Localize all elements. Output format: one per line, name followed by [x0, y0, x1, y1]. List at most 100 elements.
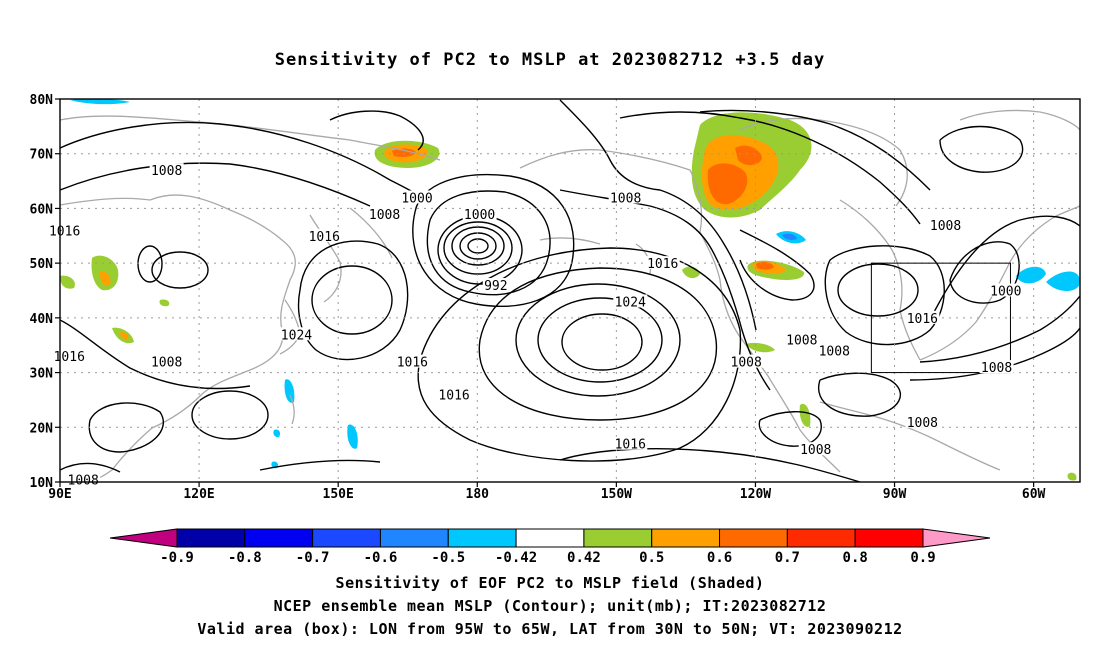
- contour-label: 1016: [309, 230, 340, 245]
- contour-label-bg: [784, 332, 819, 346]
- lat-label: 50N: [30, 257, 54, 272]
- contour-label-bg: [729, 354, 764, 368]
- contour-label-bg: [52, 349, 87, 363]
- negative-sensitivity-area: [347, 424, 358, 449]
- contour-label: 1024: [281, 328, 312, 343]
- positive-sensitivity-area: [682, 266, 700, 279]
- contour-label: 1008: [800, 443, 831, 458]
- colorbar-labels: -0.9 -0.8 -0.7 -0.6 -0.5 -0.42 0.42 0.5 0.6 0.7 0.…: [160, 550, 936, 566]
- contour-label: 1016: [907, 312, 938, 327]
- colorbar-label: 0.7: [775, 550, 800, 566]
- contour-label: 1008: [369, 208, 400, 223]
- negative-sensitivity-area: [1046, 271, 1080, 292]
- contour-label-bg: [482, 278, 509, 292]
- positive-sensitivity-area: [746, 342, 775, 353]
- mslp-contours: [60, 99, 1080, 482]
- contour-label-bg: [395, 354, 430, 368]
- positive-sensitivity-area: [1067, 472, 1077, 481]
- contour-label-bg: [400, 190, 434, 204]
- lat-label: 30N: [30, 367, 54, 382]
- contour-label: 1016: [438, 388, 469, 403]
- contour-label-bg: [817, 343, 852, 357]
- colorbar-segment: [719, 528, 788, 548]
- contour-label: 1008: [151, 164, 182, 179]
- lon-label: 150W: [601, 487, 632, 502]
- contour-label-bg: [798, 442, 833, 456]
- longitude-labels: 90E 120E 150E 180 150W 120W 90W 60W: [48, 482, 1046, 502]
- lat-label: 60N: [30, 202, 54, 217]
- negative-sensitivity-area: [1016, 266, 1046, 284]
- sensitivity-shading: [60, 99, 1080, 481]
- colorbar-segment: [447, 528, 517, 548]
- valid-area-box: [870, 262, 1011, 374]
- colorbar-label: 0.9: [910, 550, 935, 566]
- contour-label: 1000: [990, 285, 1021, 300]
- caption-line-3: Valid area (box): LON from 95W to 65W, L…: [197, 620, 903, 638]
- negative-sensitivity-area: [782, 233, 797, 240]
- positive-sensitivity-area: [159, 299, 170, 307]
- lon-label: 120E: [183, 487, 214, 502]
- colorbar-segment: [176, 528, 246, 548]
- caption-line-2: NCEP ensemble mean MSLP (Contour); unit(…: [273, 597, 827, 615]
- contour-label: 1008: [610, 191, 641, 206]
- colorbar-segment: [244, 528, 314, 548]
- colorbar-label: -0.8: [228, 550, 262, 566]
- colorbar-label: -0.5: [431, 550, 465, 566]
- contour-label-bg: [905, 414, 940, 428]
- lon-label: 90E: [48, 487, 71, 502]
- contour-label-bg: [928, 217, 963, 231]
- contour-label-bg: [979, 360, 1014, 374]
- plot-frame: [59, 98, 1081, 483]
- colorbar: [109, 528, 991, 548]
- contour-label-bg: [613, 294, 648, 308]
- colorbar-segment: [786, 528, 856, 548]
- contour-label: 1008: [68, 473, 99, 488]
- lon-label: 180: [466, 487, 490, 502]
- contour-label-bg: [437, 387, 472, 401]
- latitude-labels: 80N 70N 60N 50N 40N 30N 20N 10N: [30, 93, 60, 491]
- contour-label: 1016: [615, 438, 646, 453]
- contour-label-bg: [149, 163, 184, 177]
- positive-sensitivity-area: [735, 145, 762, 166]
- contour-label-bg: [645, 256, 680, 270]
- contour-label-bg: [307, 228, 342, 242]
- contour-label: 1024: [615, 295, 646, 310]
- colorbar-label: -0.42: [495, 550, 537, 566]
- colorbar-min-triangle: [109, 528, 178, 548]
- positive-sensitivity-area: [99, 271, 111, 286]
- lat-label: 70N: [30, 148, 54, 163]
- contour-label-bg: [47, 223, 82, 237]
- contour-label: 1016: [49, 224, 80, 239]
- colorbar-segment: [379, 528, 449, 548]
- lat-label: 80N: [30, 93, 54, 108]
- contour-label-bg: [988, 283, 1023, 297]
- lon-label: 90W: [883, 487, 907, 502]
- contour-label-bg: [279, 327, 314, 341]
- colorbar-max-triangle: [922, 528, 991, 548]
- positive-sensitivity-area: [392, 148, 416, 157]
- contour-label: 1000: [401, 191, 432, 206]
- colorbar-label: -0.6: [364, 550, 398, 566]
- colorbar-segment: [515, 528, 585, 548]
- positive-sensitivity-area: [707, 163, 748, 205]
- contour-label-bg: [613, 436, 648, 450]
- lat-label: 10N: [30, 476, 54, 491]
- colorbar-segment: [312, 528, 381, 548]
- colorbar-segment: [583, 528, 653, 548]
- contour-label-bg: [905, 310, 940, 324]
- contour-label-bg: [462, 206, 497, 220]
- contour-label: 1008: [151, 356, 182, 371]
- colorbar-label: 0.42: [567, 550, 601, 566]
- contour-label: 1008: [786, 334, 817, 349]
- negative-sensitivity-area: [284, 379, 295, 403]
- contour-label-bg: [608, 190, 643, 204]
- contour-label: 1016: [54, 350, 85, 365]
- contour-label: 992: [484, 279, 507, 294]
- lon-label: 150E: [323, 487, 354, 502]
- positive-sensitivity-area: [120, 332, 129, 340]
- lat-label: 20N: [30, 421, 54, 436]
- contour-label: 1016: [647, 257, 678, 272]
- colorbar-segment: [854, 528, 924, 548]
